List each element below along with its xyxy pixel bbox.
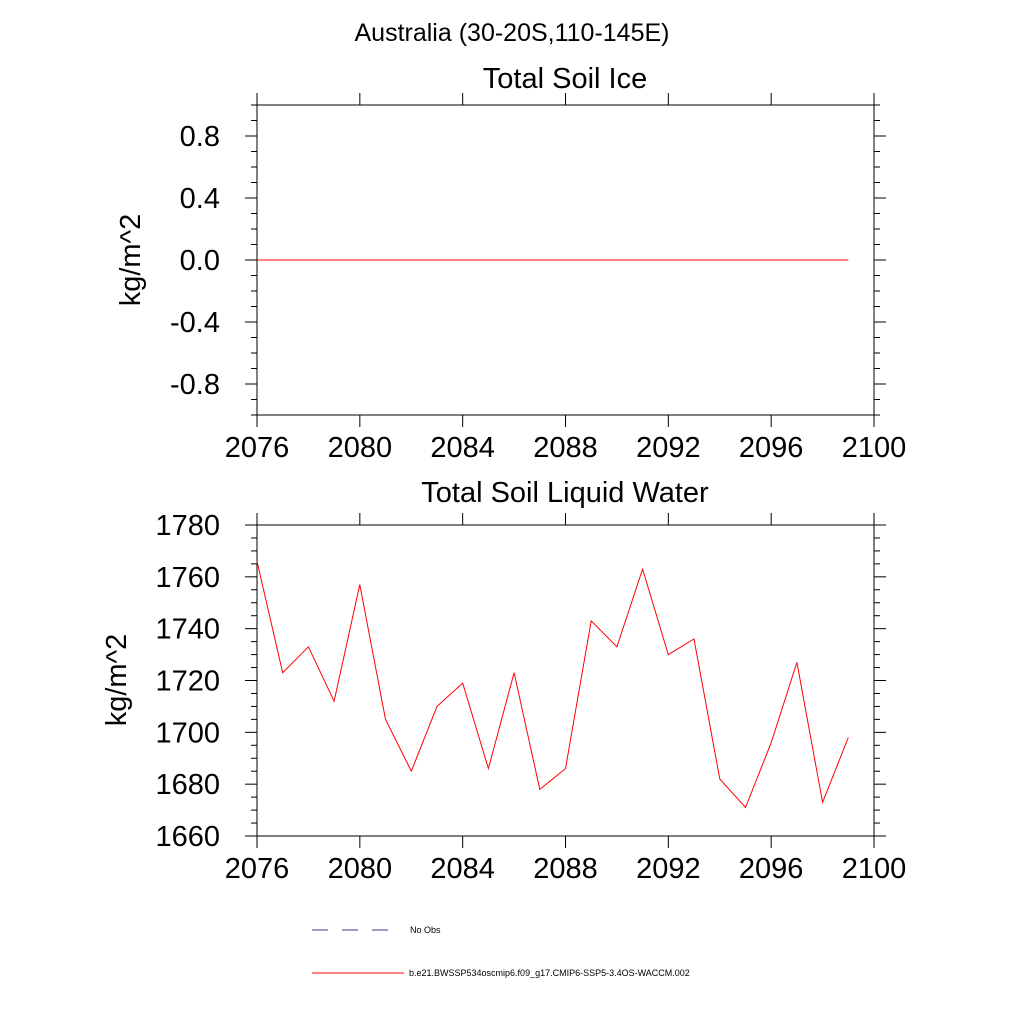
y-tick-label: 1680 [155, 769, 220, 801]
x-tick-label: 2100 [842, 432, 907, 464]
y-tick-label: -0.8 [170, 369, 220, 401]
y-tick-label: 0.8 [180, 121, 220, 153]
y-tick-label: 1660 [155, 821, 220, 853]
plot-frame [256, 524, 875, 837]
x-tick-label: 2092 [636, 432, 701, 464]
x-tick-label: 2084 [430, 432, 495, 464]
panel-total-soil-liquid-water: Total Soil Liquid Water kg/m^2 2076 2080 208… [101, 477, 906, 885]
y-tick-label: 1700 [155, 717, 220, 749]
y-tick-label: 1760 [155, 562, 220, 594]
y-tick-label: 0.4 [180, 183, 220, 215]
legend-label-no-obs: No Obs [410, 925, 441, 935]
chart-title: Total Soil Liquid Water [421, 477, 709, 509]
x-tick-label: 2096 [739, 432, 804, 464]
y-tick-label: -0.4 [170, 307, 220, 339]
chart-title: Total Soil Ice [483, 63, 647, 95]
y-axis-label: kg/m^2 [115, 214, 147, 307]
y-tick-label: 0.0 [180, 245, 220, 277]
x-tick-label: 2088 [533, 432, 598, 464]
y-tick-label: 1740 [155, 614, 220, 646]
y-tick-label: 1720 [155, 666, 220, 698]
y-tick-label: 1780 [155, 510, 220, 542]
legend: No Obs b.e21.BWSSP534oscmip6.f09_g17.CMI… [312, 925, 690, 978]
series-line-0 [256, 561, 849, 809]
x-tick-label: 2092 [636, 853, 701, 885]
legend-label-model: b.e21.BWSSP534oscmip6.f09_g17.CMIP6-SSP5… [409, 968, 690, 978]
figure-title: Australia (30-20S,110-145E) [355, 19, 670, 47]
x-tick-label: 2088 [533, 853, 598, 885]
x-tick-label: 2080 [328, 432, 393, 464]
x-tick-label: 2076 [225, 432, 290, 464]
panel-total-soil-ice: Total Soil Ice kg/m^2 2076 2080 2084 2088 2092… [115, 63, 906, 464]
x-tick-label: 2076 [225, 853, 290, 885]
y-axis-label: kg/m^2 [101, 634, 133, 727]
x-tick-label: 2096 [739, 853, 804, 885]
x-tick-label: 2080 [328, 853, 393, 885]
x-tick-label: 2100 [842, 853, 907, 885]
x-tick-label: 2084 [430, 853, 495, 885]
